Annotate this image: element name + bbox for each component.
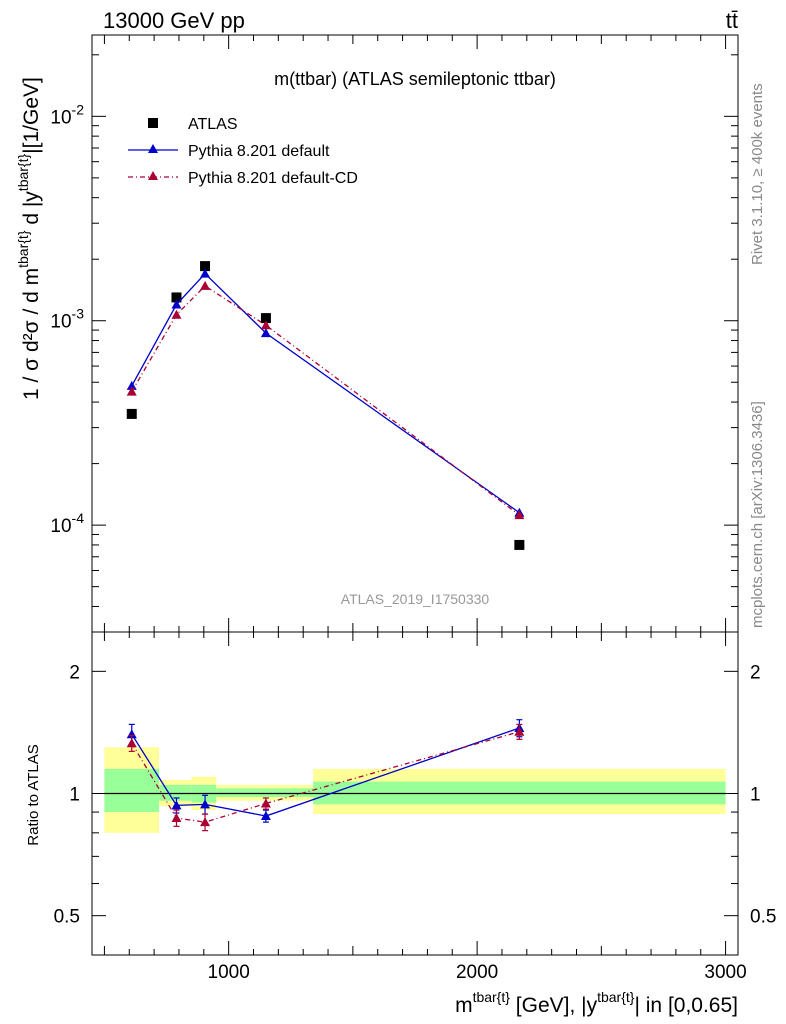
uncertainty-band-green (104, 768, 160, 813)
mc-point-series-1 (260, 328, 271, 338)
mc-point-series-2 (126, 386, 137, 396)
ratio-point-series-1 (260, 798, 271, 808)
ratio-point-series-0 (260, 811, 271, 821)
legend-label-atlas: ATLAS (188, 116, 238, 133)
y-label-part-3: |[1/GeV] (20, 77, 43, 154)
x-label-part-2: [GeV], |y (510, 994, 598, 1017)
main-y-tick-label: 10-3 (50, 306, 84, 333)
ratio-y-tick-label: 0.5 (54, 907, 80, 928)
mc-point-series-2 (200, 280, 211, 290)
ratio-x-tick-label: 1000 (208, 962, 250, 983)
y-label-sup-2: tbar{t} (15, 153, 31, 191)
mc-point-series-2 (260, 320, 271, 330)
ratio-y-tick-label: 1 (69, 785, 80, 806)
y-label-part-2: d |y (20, 191, 43, 231)
ratio-point-series-0 (200, 799, 211, 809)
main-panel: 10-4 10-3 10-2 m(ttbar) (ATLAS semileptoni… (15, 34, 739, 633)
ratio-point-series-1 (171, 813, 182, 823)
main-series-line-2 (131, 285, 520, 516)
source-label: mcplots.cern.ch [arXiv:1306.3436] (749, 401, 766, 628)
header-process-label: tt̄ (726, 8, 738, 33)
rivet-version-label: Rivet 3.1.10, ≥ 400k events (749, 83, 766, 265)
legend-marker-atlas (148, 118, 158, 128)
legend-label-pythia-default: Pythia 8.201 default (188, 143, 330, 160)
main-series-line-1 (131, 272, 520, 514)
mc-point-series-1 (200, 268, 211, 278)
ratio-y-tick-label-right: 0.5 (750, 907, 776, 928)
uncertainty-band-green (216, 788, 314, 798)
ratio-y-axis-label: Ratio to ATLAS (25, 744, 42, 845)
legend-marker-pythia-cd (148, 171, 158, 180)
y-label-sup-1: tbar{t} (15, 230, 31, 268)
y-label-part-1: 1 / σ d²σ / d m (20, 268, 43, 400)
mc-point-series-2 (171, 309, 182, 319)
ratio-x-tick-label: 3000 (704, 962, 746, 983)
x-label-sup-2: tbar{t} (597, 989, 635, 1005)
legend: ATLAS Pythia 8.201 default Pythia 8.201 … (128, 116, 358, 187)
mc-point-series-1 (171, 299, 182, 309)
ratio-y-tick-label-right: 1 (750, 785, 761, 806)
header-energy-label: 13000 GeV pp (103, 8, 245, 33)
ratio-x-tick-label: 2000 (456, 962, 498, 983)
atlas-data-point (260, 313, 271, 324)
x-label-sup-1: tbar{t} (473, 989, 511, 1005)
ratio-point-series-1 (514, 726, 525, 736)
ratio-point-series-1 (126, 738, 137, 748)
x-label-part-3: | in [0,0.65] (634, 994, 738, 1017)
atlas-data-point (514, 539, 525, 550)
mc-point-series-2 (514, 510, 525, 520)
uncertainty-band-green (159, 784, 192, 801)
x-axis-label: mtbar{t} [GeV], |ytbar{t}| in [0,0.65] (455, 989, 738, 1017)
ratio-y-tick-label: 2 (69, 662, 80, 683)
ratio-point-series-1 (200, 817, 211, 827)
atlas-data-point (126, 408, 137, 419)
legend-label-pythia-cd: Pythia 8.201 default-CD (188, 170, 358, 187)
ratio-point-series-0 (171, 800, 182, 810)
x-label-part-1: m (455, 994, 473, 1017)
analysis-watermark: ATLAS_2019_I1750330 (341, 591, 490, 607)
atlas-data-point (200, 261, 211, 272)
legend-marker-pythia-default (148, 144, 158, 153)
ratio-y-tick-label-right: 2 (750, 662, 761, 683)
main-y-axis-label: 1 / σ d²σ / d mtbar{t} d |ytbar{t}|[1/Ge… (15, 77, 43, 400)
chart-title: m(ttbar) (ATLAS semileptonic ttbar) (274, 69, 556, 89)
atlas-data-point (171, 292, 182, 303)
main-y-tick-label: 10-4 (50, 510, 84, 537)
main-y-tick-label: 10-2 (50, 101, 84, 128)
